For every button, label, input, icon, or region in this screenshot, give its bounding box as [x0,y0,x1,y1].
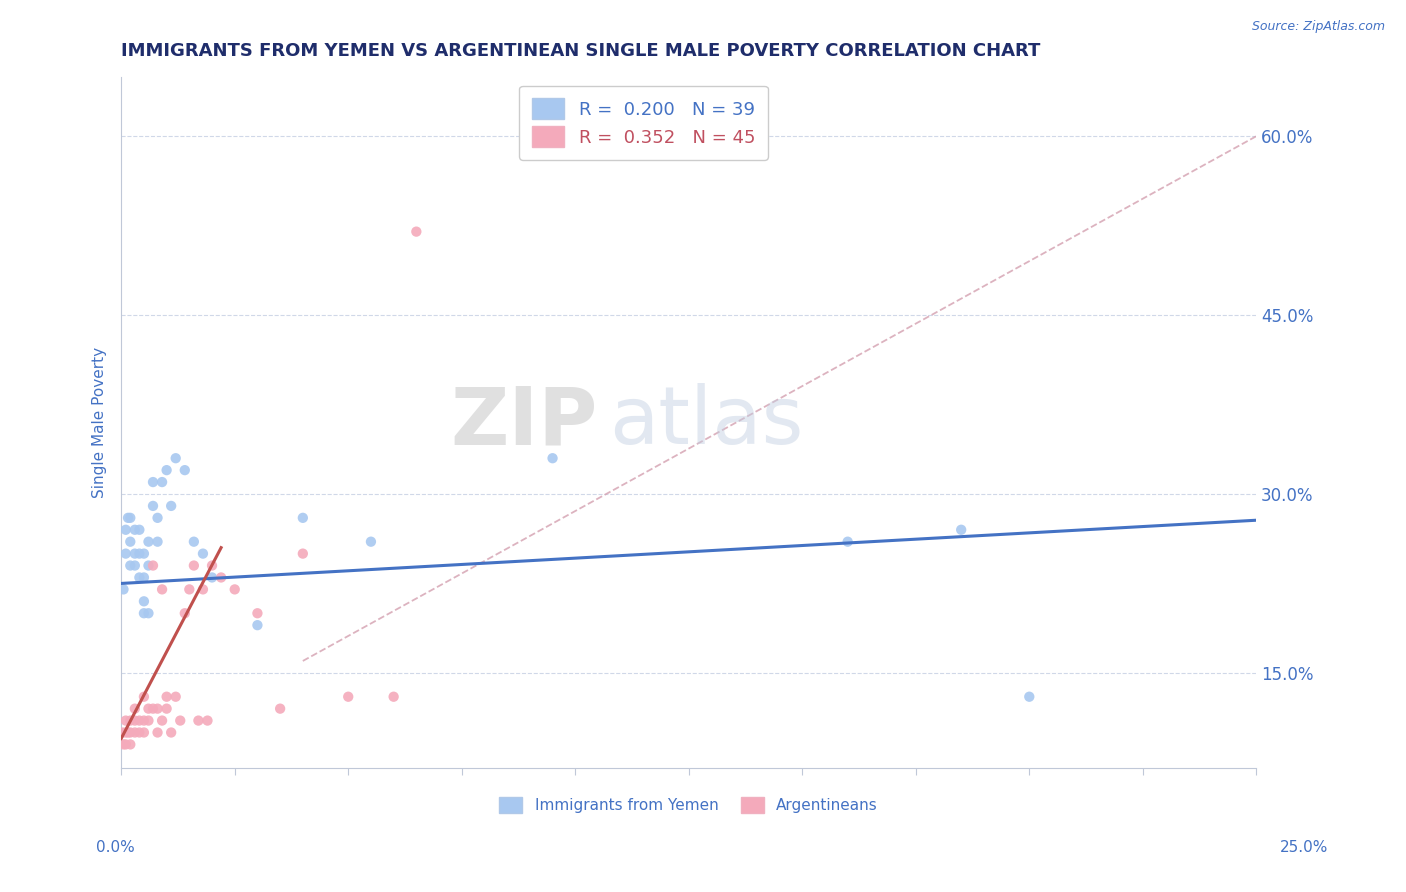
Point [165,690,187,704]
Y-axis label: Single Male Poverty: Single Male Poverty [93,347,107,498]
Point [146,511,169,525]
Point [197,714,219,728]
Point [111,725,134,739]
Point [150,582,173,597]
Point [541,451,564,466]
Point [173,463,195,477]
Point [124,701,146,715]
Point [128,523,150,537]
Point [120,725,142,739]
Point [120,511,142,525]
Point [382,690,405,704]
Point [191,582,214,597]
Legend: Immigrants from Yemen, Argentineans: Immigrants from Yemen, Argentineans [494,791,884,820]
Point [837,534,859,549]
Point [117,725,139,739]
Point [128,547,150,561]
Point [246,606,269,620]
Point [138,701,160,715]
Point [124,725,146,739]
Point [114,523,136,537]
Point [405,225,427,239]
Point [179,582,201,597]
Point [114,725,136,739]
Point [120,534,142,549]
Point [138,714,160,728]
Point [160,725,183,739]
Point [132,547,155,561]
Point [337,690,360,704]
Text: 25.0%: 25.0% [1281,839,1329,855]
Point [142,475,165,489]
Text: Source: ZipAtlas.com: Source: ZipAtlas.com [1251,20,1385,33]
Point [156,690,179,704]
Point [138,606,160,620]
Point [156,463,179,477]
Point [124,547,146,561]
Point [132,594,155,608]
Point [291,547,314,561]
Point [114,738,136,752]
Point [201,570,224,584]
Point [360,534,382,549]
Point [1018,690,1040,704]
Point [128,570,150,584]
Point [150,475,173,489]
Point [128,725,150,739]
Point [132,725,155,739]
Point [160,499,183,513]
Point [120,714,142,728]
Point [117,511,139,525]
Point [124,558,146,573]
Point [142,701,165,715]
Point [120,738,142,752]
Point [114,547,136,561]
Text: 0.0%: 0.0% [96,839,135,855]
Point [156,701,179,715]
Point [187,714,209,728]
Point [120,558,142,573]
Point [128,714,150,728]
Text: IMMIGRANTS FROM YEMEN VS ARGENTINEAN SINGLE MALE POVERTY CORRELATION CHART: IMMIGRANTS FROM YEMEN VS ARGENTINEAN SIN… [121,42,1040,60]
Point [191,547,214,561]
Point [165,451,187,466]
Point [209,570,232,584]
Point [132,606,155,620]
Point [138,558,160,573]
Text: ZIP: ZIP [451,384,598,461]
Point [201,558,224,573]
Point [146,725,169,739]
Point [132,714,155,728]
Point [124,523,146,537]
Point [124,714,146,728]
Point [183,534,205,549]
Point [224,582,246,597]
Point [146,534,169,549]
Point [112,582,135,597]
Point [183,558,205,573]
Point [142,558,165,573]
Point [114,714,136,728]
Point [132,570,155,584]
Point [950,523,973,537]
Point [132,690,155,704]
Point [142,499,165,513]
Point [146,701,169,715]
Point [269,701,291,715]
Text: atlas: atlas [609,384,804,461]
Point [169,714,191,728]
Point [112,738,135,752]
Point [138,534,160,549]
Point [150,714,173,728]
Point [173,606,195,620]
Point [291,511,314,525]
Point [246,618,269,632]
